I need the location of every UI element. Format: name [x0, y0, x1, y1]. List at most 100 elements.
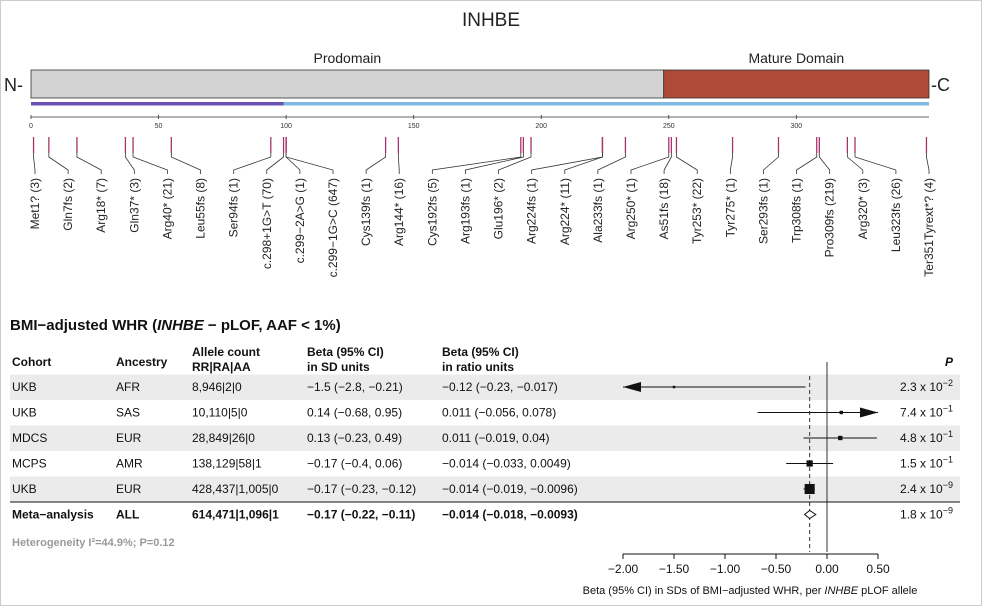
header-beta-ratio-units: in ratio units — [442, 360, 514, 374]
x-axis-label: Beta (95% CI) in SDs of BMI−adjusted WHR… — [583, 585, 918, 597]
variant-connector — [233, 153, 272, 174]
domain-label-0: Prodomain — [313, 50, 381, 66]
meta-ancestry: ALL — [116, 508, 139, 522]
forest-plot: BMI−adjusted WHR (INHBE − pLOF, AAF < 1%… — [10, 317, 960, 597]
row-p-value: 4.8 x 10−1 — [900, 429, 953, 445]
variant-label: Arg320* (3) — [856, 178, 870, 239]
x-axis-tick-label: 0.00 — [815, 562, 839, 576]
variant-connector — [763, 153, 779, 174]
variant-label: Arg144* (16) — [392, 178, 406, 246]
meta-diamond — [803, 509, 817, 520]
variant-label: Trp308fs (1) — [790, 178, 804, 243]
row-ancestry: EUR — [116, 431, 142, 445]
variant-connector — [926, 153, 930, 174]
variant-connector — [796, 153, 818, 174]
effect-square — [804, 483, 815, 495]
row-allele-count: 10,110|5|0 — [192, 406, 248, 420]
variant-connector — [564, 153, 603, 174]
row-allele-count: 138,129|58|1 — [192, 457, 262, 471]
x-axis-tick-label: −1.50 — [659, 562, 690, 576]
variant-label: Tyr275* (1) — [723, 178, 737, 237]
meta-cohort: Meta−analysis — [12, 508, 94, 522]
header-beta-ratio: Beta (95% CI) — [442, 345, 519, 359]
variant-label: Leu55fs (8) — [194, 178, 208, 239]
chart-title: INHBE — [462, 10, 520, 31]
row-beta-ratio: −0.12 (−0.23, −0.017) — [442, 380, 558, 394]
variant-connector — [365, 153, 387, 174]
variant-connector — [846, 153, 864, 174]
variant-label: c.299−1G>C (647) — [326, 178, 340, 277]
row-beta-ratio: −0.014 (−0.019, −0.0096) — [442, 482, 578, 496]
row-allele-count: 8,946|2|0 — [192, 380, 242, 394]
header-allele-count: Allele count — [192, 345, 260, 359]
effect-square — [672, 385, 676, 389]
x-axis-tick-label: −1.00 — [710, 562, 741, 576]
aa-axis-tick-label: 50 — [155, 123, 163, 130]
ci-arrow-left — [623, 382, 641, 392]
header-allele-genotypes: RR|RA|AA — [192, 360, 251, 374]
row-beta-sd: −1.5 (−2.8, −0.21) — [307, 380, 403, 394]
row-cohort: UKB — [12, 482, 37, 496]
header-cohort: Cohort — [12, 355, 51, 369]
row-allele-count: 428,437|1,005|0 — [192, 482, 279, 496]
variant-label: Gln7fs (2) — [61, 178, 75, 231]
c-terminus-label: -C — [931, 75, 950, 95]
row-beta-sd: 0.13 (−0.23, 0.49) — [307, 431, 402, 445]
variant-label: Arg224* (11) — [558, 178, 572, 245]
variant-connector — [729, 153, 733, 174]
variant-connector — [630, 153, 670, 174]
variant-label: Ser94fs (1) — [227, 178, 241, 237]
variant-label: c.298+1G>T (70) — [260, 178, 274, 269]
variant-label: As51fs (18) — [657, 178, 671, 239]
aa-axis-tick-label: 200 — [535, 123, 547, 130]
variant-connector — [498, 153, 532, 174]
heterogeneity-text: Heterogeneity I²=44.9%; P=0.12 — [12, 537, 175, 549]
variant-label: Leu323fs (26) — [889, 178, 903, 252]
row-beta-ratio: 0.011 (−0.019, 0.04) — [442, 431, 550, 445]
x-axis-tick-label: −2.00 — [608, 562, 639, 576]
row-ancestry: AFR — [116, 380, 140, 394]
row-p-value: 1.5 x 10−1 — [900, 455, 953, 471]
variant-connector — [33, 153, 36, 174]
meta-p-value: 1.8 x 10−9 — [900, 506, 953, 522]
ci-arrow-right — [860, 407, 878, 418]
variant-connector — [663, 153, 672, 174]
aa-axis-tick-label: 0 — [29, 123, 33, 130]
row-beta-ratio: 0.011 (−0.056, 0.078) — [442, 406, 556, 420]
variant-connector — [465, 153, 524, 174]
variant-connector — [132, 153, 168, 174]
variant-label: Ala233fs (1) — [591, 178, 605, 243]
variant-connector — [124, 153, 135, 174]
row-beta-sd: 0.14 (−0.68, 0.95) — [307, 406, 402, 420]
row-allele-count: 28,849|26|0 — [192, 431, 255, 445]
row-cohort: UKB — [12, 380, 37, 394]
row-p-value: 2.3 x 10−2 — [900, 378, 953, 394]
variant-label: Tyr253* (22) — [690, 178, 704, 244]
domain-label-1: Mature Domain — [748, 50, 844, 66]
variant-connector — [170, 153, 201, 174]
header-beta-sd-units: in SD units — [307, 360, 370, 374]
n-terminus-label: N- — [4, 75, 23, 95]
variant-connector — [397, 153, 400, 174]
variant-label: Pro309fs (219) — [823, 178, 837, 257]
row-ancestry: AMR — [116, 457, 143, 471]
row-cohort: MDCS — [12, 431, 47, 445]
aa-axis-tick-label: 150 — [408, 123, 420, 130]
variant-label: Cys192fs (5) — [425, 178, 439, 246]
forest-title: BMI−adjusted WHR (INHBE − pLOF, AAF < 1%… — [10, 317, 341, 334]
variant-label: Arg193fs (1) — [458, 178, 472, 244]
variant-label: Met1? (3) — [28, 178, 42, 229]
variant-label: Ser293fs (1) — [756, 178, 770, 244]
effect-square — [839, 410, 843, 415]
variant-label: Arg250* (1) — [624, 178, 638, 239]
effect-square — [806, 460, 813, 467]
row-p-value: 7.4 x 10−1 — [900, 404, 953, 420]
meta-beta-ratio: −0.014 (−0.018, −0.0093) — [442, 508, 578, 522]
aa-axis-tick-label: 300 — [790, 123, 802, 130]
x-axis-tick-label: −0.50 — [761, 562, 792, 576]
variant-connector — [854, 153, 897, 174]
variant-label: Glu196* (2) — [492, 178, 506, 239]
domain-bar-1 — [663, 69, 930, 99]
